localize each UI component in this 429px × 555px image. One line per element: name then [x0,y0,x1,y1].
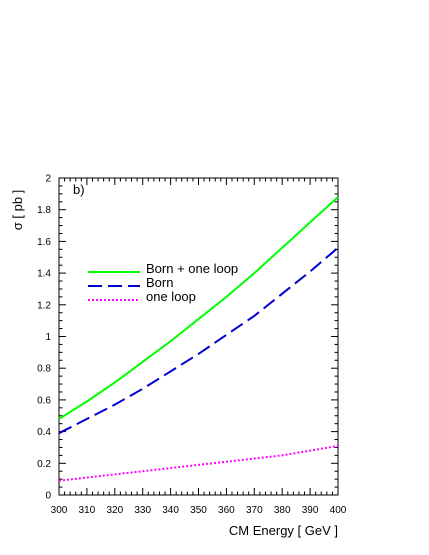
series-line-born [58,246,339,435]
x-tick-label: 390 [302,505,319,516]
x-tick-label: 400 [330,505,347,516]
x-tick-label: 360 [218,505,235,516]
x-tick-label: 350 [190,505,207,516]
x-tick-label: 320 [106,505,123,516]
y-tick-label: 0.2 [37,459,51,470]
legend-label: one loop [146,289,196,304]
series-line-born-one-loop [58,196,339,420]
x-tick-label: 300 [51,505,68,516]
y-tick-label: 0.6 [37,395,51,406]
x-tick-label: 340 [162,505,179,516]
legend-label: Born [146,275,173,290]
x-tick-label: 380 [274,505,291,516]
y-tick-label: 1.6 [37,237,51,248]
y-tick-label: 1.8 [37,205,51,216]
panel-label: b) [73,182,85,197]
y-tick-label: 0.4 [37,427,51,438]
x-tick-label: 330 [134,505,151,516]
legend-label: Born + one loop [146,261,238,276]
y-tick-label: 0.8 [37,364,51,375]
y-tick-label: 1 [45,332,51,343]
y-axis-label: σ [ pb ] [10,190,25,231]
plot-frame [58,177,339,496]
series-lines [58,196,339,482]
y-tick-label: 0 [45,491,51,502]
y-tick-label: 2 [45,174,51,185]
x-tick-label: 370 [246,505,263,516]
y-tick-label: 1.4 [37,269,51,280]
x-tick-label: 310 [79,505,96,516]
y-axis: 0 0.2 0.4 0.6 0.8 1 1.2 1.4 1.6 1.8 2 [37,174,338,502]
x-axis-label: CM Energy [ GeV ] [229,523,338,538]
y-tick-label: 1.2 [37,300,51,311]
series-line-one-loop [58,444,339,482]
x-axis: 300 310 320 330 340 350 360 370 380 390 400 [51,178,347,516]
